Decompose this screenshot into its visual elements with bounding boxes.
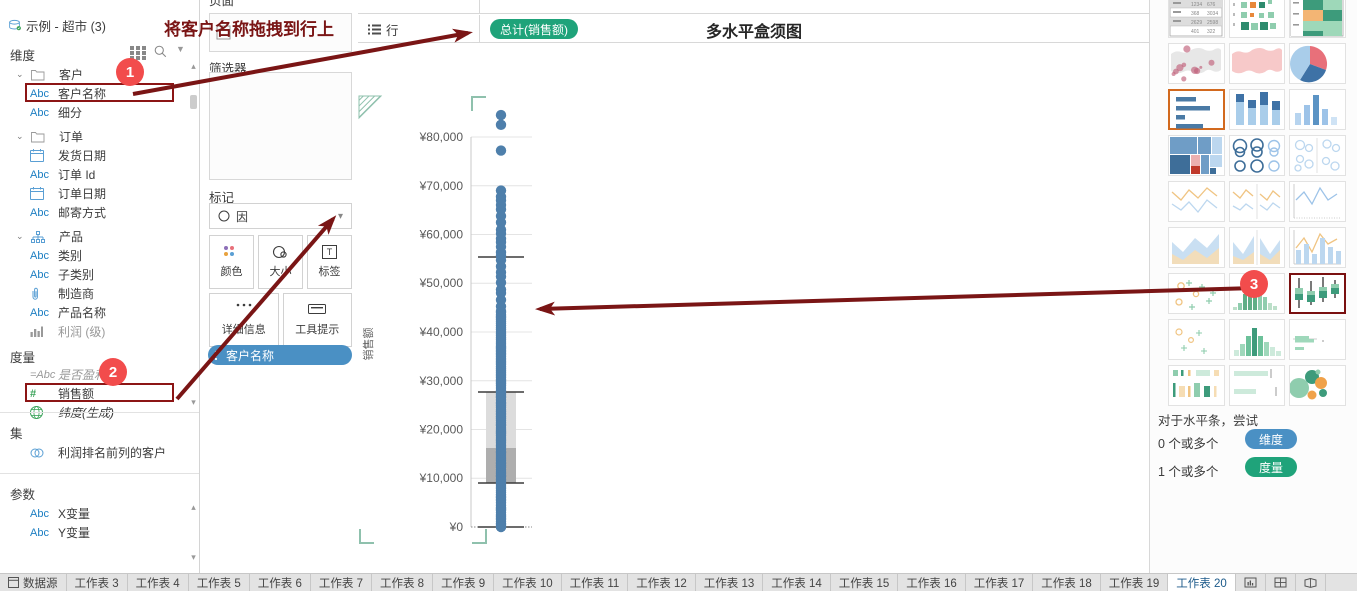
svg-text:1234: 1234 bbox=[1191, 2, 1202, 8]
svg-text:¥20,000: ¥20,000 bbox=[419, 423, 464, 437]
svg-text:¥30,000: ¥30,000 bbox=[419, 374, 464, 388]
svg-text:销售额: 销售额 bbox=[361, 328, 375, 361]
svg-text:¥40,000: ¥40,000 bbox=[419, 325, 464, 339]
svg-text:2629: 2629 bbox=[1191, 20, 1202, 26]
svg-text:¥80,000: ¥80,000 bbox=[419, 130, 464, 144]
svg-text:2598: 2598 bbox=[1207, 20, 1218, 26]
svg-text:¥0: ¥0 bbox=[449, 520, 464, 534]
svg-text:3034: 3034 bbox=[1207, 11, 1218, 17]
svg-text:T: T bbox=[327, 247, 333, 257]
svg-text:676: 676 bbox=[1207, 2, 1216, 8]
svg-text:¥50,000: ¥50,000 bbox=[419, 276, 464, 290]
svg-text:¥10,000: ¥10,000 bbox=[419, 471, 464, 485]
svg-text:401: 401 bbox=[1191, 29, 1200, 35]
svg-text:¥60,000: ¥60,000 bbox=[419, 228, 464, 242]
svg-text:368: 368 bbox=[1191, 11, 1200, 17]
svg-text:¥70,000: ¥70,000 bbox=[419, 179, 464, 193]
svg-text:322: 322 bbox=[1207, 29, 1216, 35]
